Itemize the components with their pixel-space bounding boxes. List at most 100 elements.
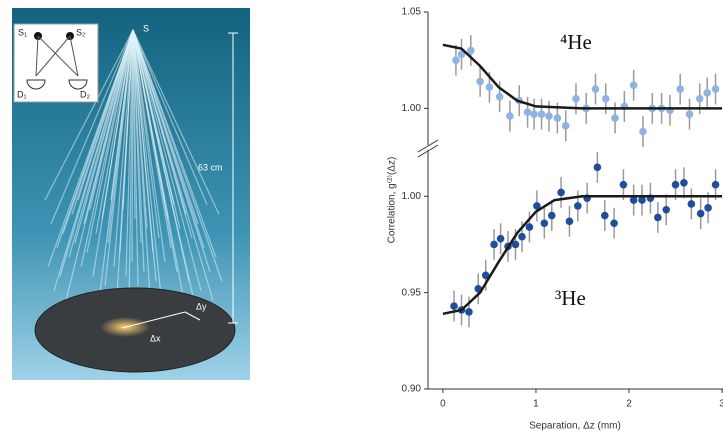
- trajectory: [53, 29, 134, 292]
- axis-break: [417, 139, 439, 153]
- height-label: 63 cm: [198, 162, 223, 172]
- trajectory: [132, 29, 154, 253]
- point: [680, 178, 688, 187]
- trajectory: [98, 29, 134, 301]
- trajectory: [132, 29, 151, 296]
- trajectory: [44, 29, 134, 201]
- y-tick-label: 1.05: [402, 7, 422, 18]
- trajectory: [132, 29, 166, 263]
- point: [654, 213, 662, 222]
- trajectory: [132, 29, 139, 287]
- point: [553, 114, 562, 122]
- point: [703, 89, 711, 97]
- point: [557, 188, 565, 197]
- point: [511, 240, 520, 249]
- point: [495, 93, 504, 101]
- point: [465, 308, 473, 316]
- x-tick-label: 0: [440, 399, 446, 410]
- point: [611, 114, 619, 122]
- point: [696, 209, 705, 218]
- trajectory: [132, 29, 211, 272]
- trajectory: [132, 29, 184, 296]
- trajectory: [132, 29, 202, 292]
- trajectory: [56, 29, 134, 249]
- point: [547, 211, 556, 220]
- dy-arrow: [184, 311, 201, 321]
- point: [629, 196, 638, 204]
- point: [671, 180, 680, 189]
- point: [685, 110, 694, 118]
- point: [533, 202, 541, 210]
- trajectory: [50, 29, 134, 225]
- point: [481, 271, 490, 280]
- point: [574, 202, 582, 210]
- trajectory: [80, 29, 134, 268]
- plot: 1.00 1.05 ⁴He 0.90 0.95 1.00 0 1 2 3 Separation, Δ…: [387, 7, 723, 432]
- trajectory: [95, 29, 134, 234]
- y-tick-label: 1.00: [402, 103, 422, 114]
- y-axis-label: Correlation, g⁽²⁾(Δz): [387, 157, 398, 244]
- fit-curve: [442, 195, 723, 316]
- x-tick-label: 3: [719, 399, 723, 410]
- dx-label: Δx: [150, 333, 161, 343]
- point: [565, 217, 574, 226]
- point: [518, 232, 526, 241]
- trajectory: [92, 29, 134, 277]
- dy-label: Δy: [196, 301, 207, 311]
- point: [490, 240, 498, 249]
- point: [572, 94, 580, 103]
- point: [704, 204, 712, 212]
- y-tick-label: 0.90: [402, 384, 422, 395]
- d1-label: D₁: [17, 89, 27, 99]
- point: [662, 205, 671, 214]
- point: [496, 234, 505, 243]
- x-tick-label: 1: [533, 399, 539, 410]
- fit-curve: [442, 43, 723, 110]
- point: [591, 85, 600, 93]
- point: [476, 77, 484, 86]
- s2-label: S₂: [76, 27, 86, 37]
- trajectory: [122, 29, 134, 210]
- point: [601, 211, 609, 220]
- point: [687, 200, 696, 208]
- trajectory: [125, 29, 134, 277]
- x-tick-label: 2: [626, 399, 632, 410]
- point: [452, 56, 460, 64]
- trajectory: [71, 29, 134, 215]
- trajectory: [132, 29, 163, 306]
- trajectory: [132, 29, 223, 282]
- series-annotation: ³He: [555, 286, 586, 310]
- point: [506, 112, 514, 120]
- point: [610, 219, 618, 228]
- point: [639, 127, 647, 136]
- point: [619, 180, 628, 189]
- atom-trajectories: [44, 29, 223, 306]
- point: [457, 50, 466, 59]
- point: [638, 196, 646, 204]
- point: [450, 302, 458, 310]
- trajectory: [132, 29, 220, 215]
- s1-label: S₁: [18, 27, 27, 37]
- point: [537, 110, 546, 118]
- trajectory: [132, 29, 208, 206]
- point: [711, 180, 720, 189]
- point: [530, 110, 538, 118]
- y-tick-label: 1.00: [402, 191, 422, 202]
- inset-box: [13, 23, 99, 103]
- point: [601, 94, 610, 103]
- point: [695, 94, 704, 103]
- trajectory: [83, 29, 134, 225]
- inset: S₁ S₂ D₁ D₂: [13, 23, 99, 103]
- point: [523, 108, 532, 117]
- point: [545, 112, 553, 120]
- paths: [35, 35, 79, 77]
- detectors: [26, 79, 88, 90]
- trajectory: [113, 29, 134, 268]
- trajectory: [132, 29, 142, 244]
- point: [561, 121, 570, 130]
- d2-label: D₂: [80, 89, 90, 99]
- point: [467, 46, 475, 55]
- point: [540, 219, 549, 228]
- trajectory: [132, 29, 193, 239]
